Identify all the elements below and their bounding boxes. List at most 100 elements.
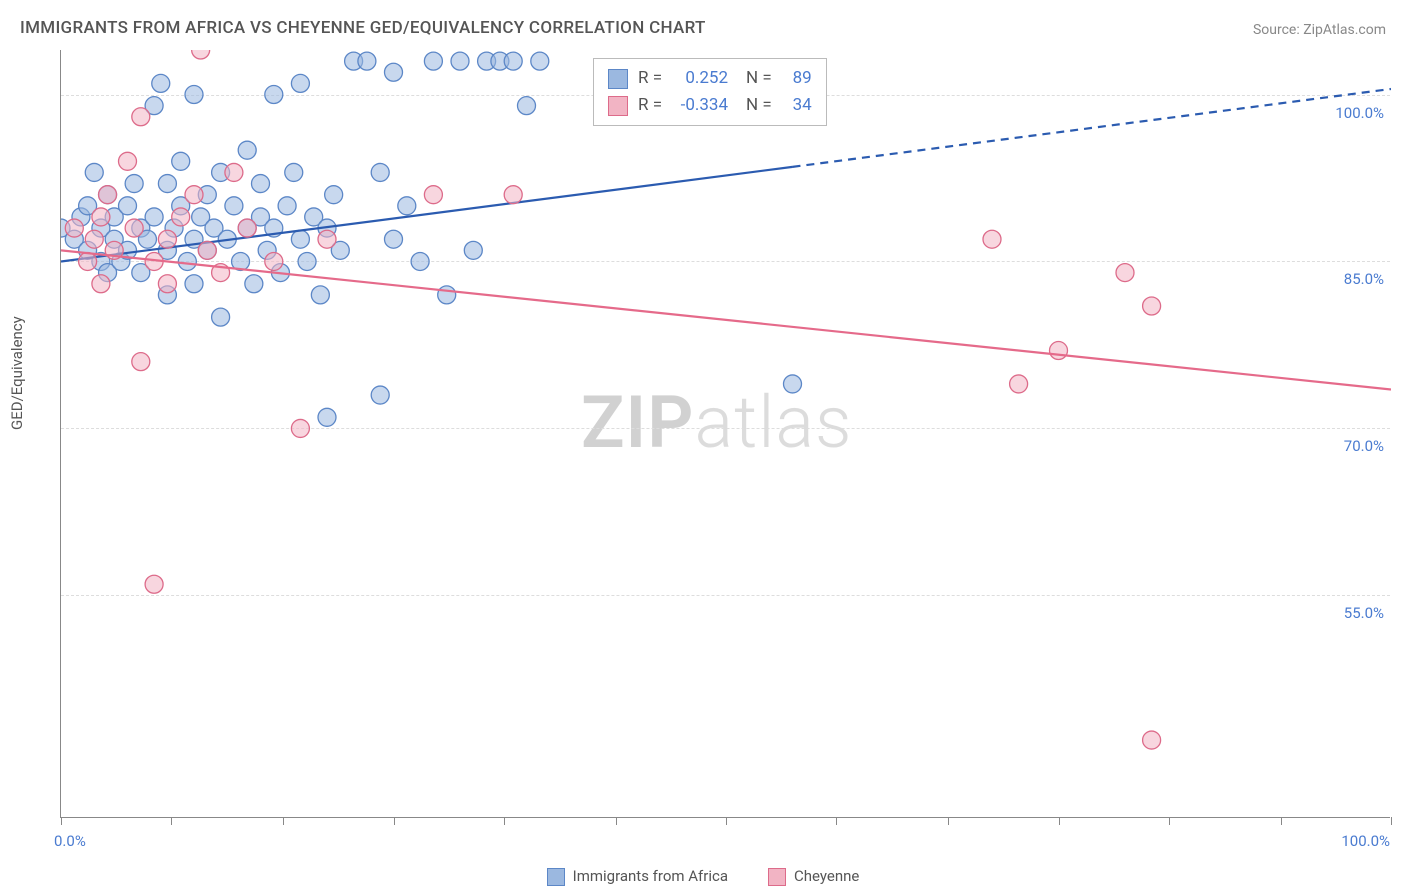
data-point-cheyenne bbox=[185, 186, 203, 204]
data-point-africa bbox=[371, 386, 389, 404]
data-point-africa bbox=[398, 197, 416, 215]
data-point-africa bbox=[385, 230, 403, 248]
data-point-africa bbox=[225, 197, 243, 215]
data-point-africa bbox=[145, 208, 163, 226]
data-point-africa bbox=[125, 175, 143, 193]
data-point-cheyenne bbox=[132, 353, 150, 371]
legend-swatch-cheyenne bbox=[768, 868, 786, 886]
x-tick bbox=[948, 817, 949, 825]
legend-label: Immigrants from Africa bbox=[573, 867, 728, 885]
stats-n-label: N = bbox=[746, 92, 772, 119]
data-point-africa bbox=[252, 175, 270, 193]
data-point-cheyenne bbox=[158, 275, 176, 293]
stats-row-africa: R = 0.252 N = 89 bbox=[608, 65, 812, 92]
legend-item-africa: Immigrants from Africa bbox=[547, 867, 728, 886]
stats-r-label: R = bbox=[638, 65, 662, 92]
data-point-africa bbox=[212, 308, 230, 326]
data-point-cheyenne bbox=[92, 275, 110, 293]
data-point-cheyenne bbox=[65, 219, 83, 237]
data-point-cheyenne bbox=[132, 108, 150, 126]
x-tick bbox=[1391, 817, 1392, 825]
x-axis-end-label: 100.0% bbox=[1341, 832, 1390, 850]
x-tick bbox=[394, 817, 395, 825]
data-point-africa bbox=[158, 175, 176, 193]
data-point-cheyenne bbox=[291, 419, 309, 437]
data-point-africa bbox=[385, 63, 403, 81]
data-point-cheyenne bbox=[1050, 342, 1068, 360]
data-point-cheyenne bbox=[192, 50, 210, 59]
data-point-africa bbox=[318, 408, 336, 426]
legend-bottom: Immigrants from Africa Cheyenne bbox=[0, 867, 1406, 886]
data-point-africa bbox=[245, 275, 263, 293]
data-point-cheyenne bbox=[1010, 375, 1028, 393]
scatter-svg bbox=[61, 50, 1391, 818]
data-point-africa bbox=[464, 241, 482, 259]
data-point-africa bbox=[238, 141, 256, 159]
data-point-cheyenne bbox=[1116, 264, 1134, 282]
data-point-cheyenne bbox=[983, 230, 1001, 248]
data-point-cheyenne bbox=[238, 219, 256, 237]
stats-n-label: N = bbox=[746, 65, 772, 92]
legend-swatch-africa bbox=[547, 868, 565, 886]
x-tick bbox=[616, 817, 617, 825]
data-point-cheyenne bbox=[1143, 731, 1161, 749]
data-point-africa bbox=[152, 74, 170, 92]
data-point-cheyenne bbox=[99, 186, 117, 204]
data-point-cheyenne bbox=[198, 241, 216, 259]
data-point-africa bbox=[291, 74, 309, 92]
correlation-stats-box: R = 0.252 N = 89 R = -0.334 N = 34 bbox=[593, 58, 827, 126]
data-point-africa bbox=[424, 52, 442, 70]
data-point-africa bbox=[285, 163, 303, 181]
data-point-africa bbox=[411, 252, 429, 270]
legend-label: Cheyenne bbox=[794, 867, 859, 885]
data-point-africa bbox=[518, 97, 536, 115]
stats-r-value: 0.252 bbox=[672, 65, 728, 92]
stats-r-label: R = bbox=[638, 92, 662, 119]
data-point-cheyenne bbox=[225, 163, 243, 181]
data-point-cheyenne bbox=[125, 219, 143, 237]
x-tick bbox=[283, 817, 284, 825]
x-tick bbox=[504, 817, 505, 825]
data-point-africa bbox=[451, 52, 469, 70]
data-point-cheyenne bbox=[85, 230, 103, 248]
legend-item-cheyenne: Cheyenne bbox=[768, 867, 859, 886]
data-point-cheyenne bbox=[119, 152, 137, 170]
data-point-africa bbox=[178, 252, 196, 270]
data-point-cheyenne bbox=[92, 208, 110, 226]
data-point-africa bbox=[371, 163, 389, 181]
data-point-cheyenne bbox=[265, 252, 283, 270]
chart-title: IMMIGRANTS FROM AFRICA VS CHEYENNE GED/E… bbox=[20, 18, 706, 38]
data-point-cheyenne bbox=[318, 230, 336, 248]
x-tick bbox=[1059, 817, 1060, 825]
data-point-africa bbox=[185, 86, 203, 104]
data-point-cheyenne bbox=[79, 252, 97, 270]
scatter-plot-area: ZIPatlas 100.0%85.0%70.0%55.0%R =0.252 N… bbox=[60, 50, 1390, 818]
x-tick bbox=[726, 817, 727, 825]
data-point-africa bbox=[438, 286, 456, 304]
stats-swatch bbox=[608, 96, 628, 116]
data-point-cheyenne bbox=[145, 575, 163, 593]
data-point-africa bbox=[784, 375, 802, 393]
data-point-africa bbox=[504, 52, 522, 70]
data-point-africa bbox=[311, 286, 329, 304]
data-point-africa bbox=[265, 86, 283, 104]
data-point-africa bbox=[278, 197, 296, 215]
stats-r-value: -0.334 bbox=[672, 92, 728, 119]
data-point-africa bbox=[531, 52, 549, 70]
x-tick bbox=[61, 817, 62, 825]
data-point-africa bbox=[172, 152, 190, 170]
stats-n-value: 34 bbox=[782, 92, 812, 119]
data-point-africa bbox=[185, 275, 203, 293]
data-point-africa bbox=[325, 186, 343, 204]
data-point-africa bbox=[119, 197, 137, 215]
data-point-cheyenne bbox=[158, 230, 176, 248]
data-point-cheyenne bbox=[1143, 297, 1161, 315]
data-point-cheyenne bbox=[172, 208, 190, 226]
stats-row-cheyenne: R = -0.334 N = 34 bbox=[608, 92, 812, 119]
stats-swatch bbox=[608, 69, 628, 89]
data-point-africa bbox=[358, 52, 376, 70]
stats-n-value: 89 bbox=[782, 65, 812, 92]
y-axis-label: GED/Equivalency bbox=[8, 316, 26, 430]
trendline-cheyenne bbox=[61, 250, 1391, 389]
data-point-africa bbox=[85, 163, 103, 181]
